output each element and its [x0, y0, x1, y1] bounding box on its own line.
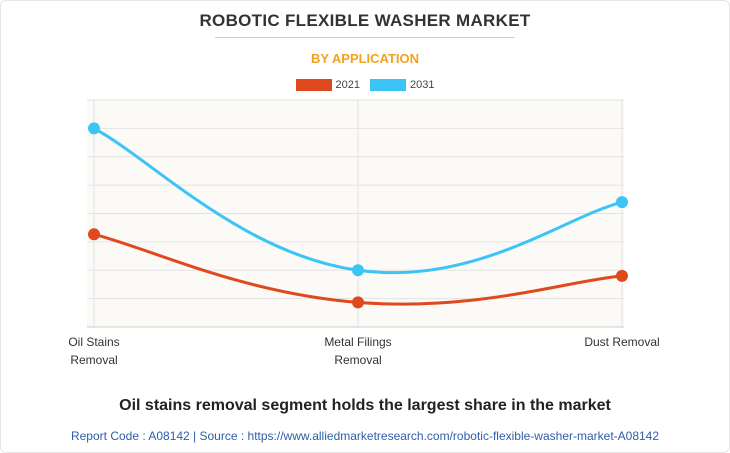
- x-tick-label: Dust Removal: [584, 335, 659, 349]
- chart-subtitle: BY APPLICATION: [310, 51, 420, 66]
- legend-label-2031: 2031: [410, 79, 435, 91]
- legend-item-2021[interactable]: 2021: [295, 79, 360, 91]
- data-point-2031-1: [88, 122, 100, 135]
- data-point-2031-2: [352, 264, 364, 277]
- chart-caption: Oil stains removal segment holds the lar…: [119, 397, 611, 414]
- data-point-2021-1: [88, 228, 100, 241]
- legend-swatch-2021: [295, 79, 332, 91]
- legend-label-2021: 2021: [335, 79, 360, 91]
- data-point-2021-3: [616, 269, 628, 282]
- title-divider: [215, 37, 515, 38]
- legend-swatch-2031: [370, 79, 406, 91]
- data-point-2021-2: [352, 296, 364, 309]
- x-tick-label: Oil Stains Removal: [68, 335, 119, 367]
- legend-item-2031[interactable]: 2031: [370, 79, 434, 91]
- report-source[interactable]: Report Code : A08142 | Source : https://…: [70, 429, 660, 443]
- chart-title: ROBOTIC FLEXIBLE WASHER MARKET: [199, 11, 531, 30]
- x-tick-label: Metal Filings Removal: [324, 335, 391, 367]
- legend: 2021 2031: [0, 79, 730, 91]
- data-point-2031-3: [616, 196, 628, 209]
